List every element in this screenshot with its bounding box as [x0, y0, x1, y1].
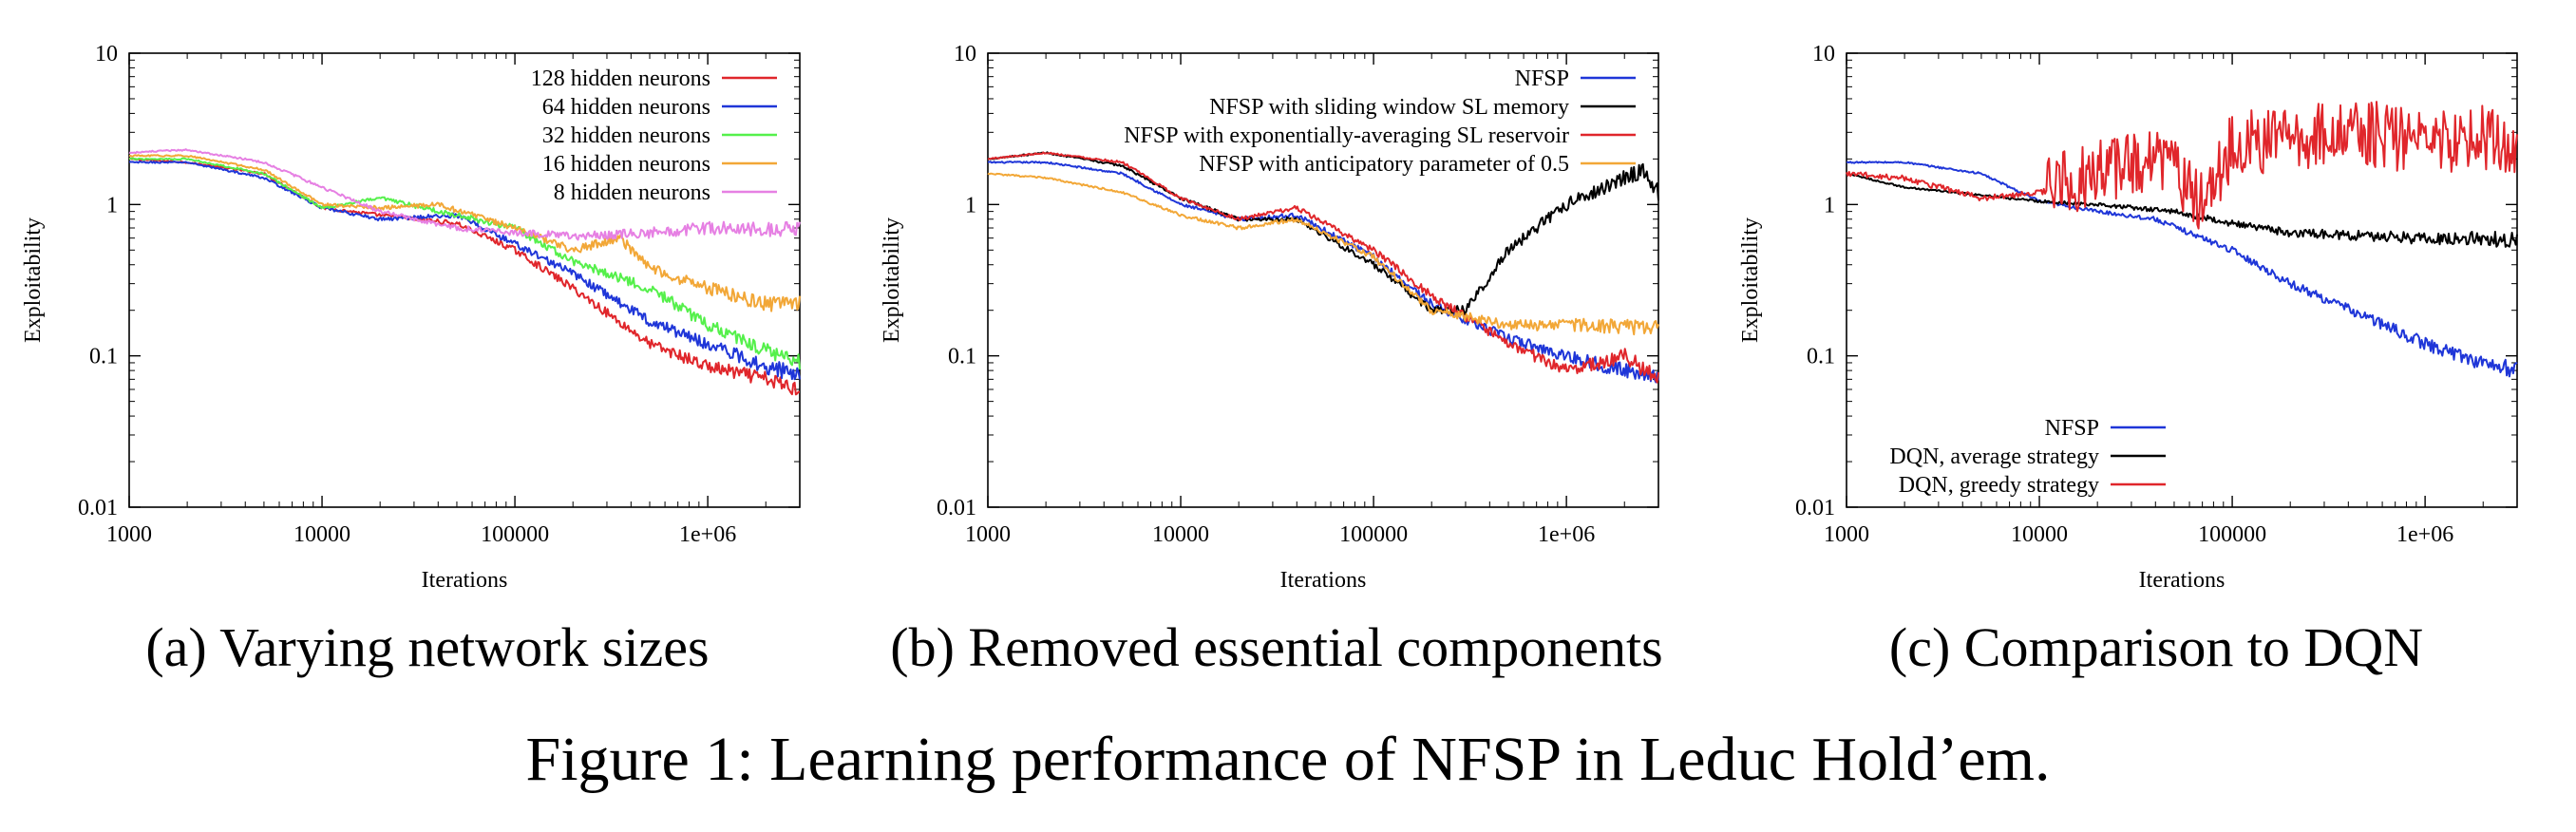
- y-tick-label: 1: [106, 193, 118, 217]
- x-tick-label: 1000: [1824, 522, 1869, 547]
- x-tick-label: 1000: [106, 522, 152, 547]
- chart-panel-c: 1000 10000 100000 1e+06 0.01 0.1 1 10 Iterations…: [1738, 42, 2518, 593]
- x-tick-label: 1e+06: [2396, 522, 2453, 547]
- legend-label: 128 hidden neurons: [531, 66, 710, 91]
- series-line: [1846, 101, 2518, 230]
- x-tick-label: 10000: [2011, 522, 2068, 547]
- chart-panel-b: 1000 10000 100000 1e+06 0.01 0.1 1 10 Iterations…: [880, 42, 1659, 593]
- legend-label: NFSP with sliding window SL memory: [1209, 95, 1569, 120]
- y-tick-label: 0.1: [1807, 345, 1835, 369]
- legend-label: 16 hidden neurons: [542, 152, 710, 177]
- y-tick-label: 0.01: [937, 496, 976, 520]
- y-tick-label: 1: [965, 193, 976, 217]
- series-line: [987, 151, 1659, 384]
- legend-label: DQN, average strategy: [1889, 444, 2099, 469]
- x-tick-label: 100000: [2198, 522, 2266, 547]
- series-line: [128, 157, 801, 396]
- subcaption-c: (c) Comparison to DQN: [1888, 616, 2424, 678]
- legend-label: NFSP: [2045, 416, 2099, 441]
- x-axis-label: Iterations: [1280, 568, 1367, 593]
- legend-label: NFSP with anticipatory parameter of 0.5: [1199, 152, 1569, 177]
- series-line: [1846, 172, 2518, 248]
- x-tick-label: 1000: [965, 522, 1011, 547]
- series-line: [128, 157, 801, 369]
- series-line: [128, 154, 801, 312]
- series-line: [987, 172, 1659, 336]
- y-tick-label: 0.1: [948, 345, 976, 369]
- series-line: [987, 161, 1659, 384]
- legend-label: DQN, greedy strategy: [1899, 473, 2099, 498]
- figure-caption: Figure 1: Learning performance of NFSP i…: [525, 725, 2051, 794]
- legend-label: 64 hidden neurons: [542, 95, 710, 120]
- series-line: [128, 148, 801, 241]
- x-tick-label: 1e+06: [679, 522, 736, 547]
- x-tick-label: 10000: [1152, 522, 1209, 547]
- y-tick-label: 0.01: [1795, 496, 1835, 520]
- legend-label: 8 hidden neurons: [554, 180, 710, 205]
- series-line: [1846, 161, 2518, 378]
- plot-frame: [1846, 52, 2518, 508]
- y-axis-label: Exploitability: [21, 217, 46, 343]
- x-tick-label: 100000: [481, 522, 549, 547]
- legend-label: 32 hidden neurons: [542, 123, 710, 148]
- x-tick-label: 100000: [1339, 522, 1408, 547]
- x-axis-label: Iterations: [2139, 568, 2226, 593]
- y-tick-label: 0.1: [89, 345, 118, 369]
- y-tick-label: 0.01: [78, 496, 118, 520]
- y-tick-label: 10: [95, 42, 118, 66]
- chart-panel-a: 1000 10000 100000 1e+06 0.01 0.1 1 10 Iterations…: [21, 42, 801, 593]
- plot-frame: [987, 52, 1659, 508]
- subcaption-b: (b) Removed essential components: [890, 616, 1663, 678]
- y-axis-label: Exploitability: [1738, 217, 1763, 343]
- y-axis-label: Exploitability: [880, 217, 904, 343]
- y-tick-label: 10: [954, 42, 976, 66]
- legend-label: NFSP with exponentially-averaging SL res…: [1124, 123, 1569, 148]
- y-tick-label: 10: [1812, 42, 1835, 66]
- series-line: [988, 151, 1659, 316]
- plot-frame: [128, 52, 801, 508]
- y-tick-label: 1: [1824, 193, 1835, 217]
- x-axis-label: Iterations: [422, 568, 508, 593]
- x-tick-label: 10000: [294, 522, 350, 547]
- legend-label: NFSP: [1515, 66, 1569, 91]
- subcaption-a: (a) Varying network sizes: [145, 616, 710, 678]
- x-tick-label: 1e+06: [1538, 522, 1595, 547]
